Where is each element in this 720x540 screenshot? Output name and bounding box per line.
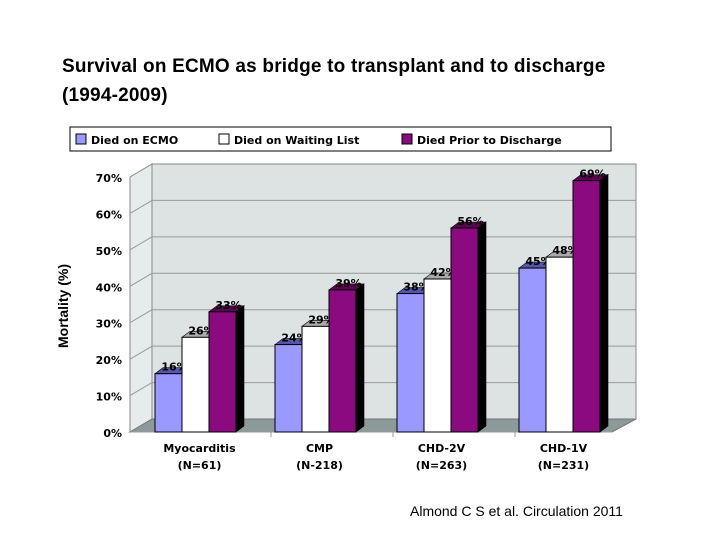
bar (301, 325, 330, 433)
bar (328, 289, 357, 433)
bar (518, 267, 547, 433)
bar-side (235, 305, 245, 433)
data-label: 39% (335, 277, 361, 290)
bar-side (355, 283, 365, 433)
bar-side (477, 221, 487, 433)
data-label: 42% (430, 266, 456, 279)
legend-label: Died on ECMO (91, 134, 178, 147)
x-category-label: CMP (306, 442, 333, 455)
y-tick-label: 10% (96, 391, 122, 404)
side-wall (129, 163, 153, 433)
bar (208, 311, 237, 433)
y-tick-label: 70% (96, 172, 122, 185)
legend-swatch (401, 133, 413, 145)
data-label: 45% (525, 255, 551, 268)
bar (274, 344, 303, 433)
data-label: 48% (552, 244, 578, 257)
bar (545, 256, 574, 433)
gridline (129, 236, 153, 251)
bar-side (599, 174, 609, 433)
y-tick-label: 50% (96, 245, 122, 258)
bar (396, 293, 425, 433)
y-tick-label: 40% (96, 281, 122, 294)
gridline (129, 382, 153, 397)
y-tick-label: 20% (96, 354, 122, 367)
data-label: 26% (188, 324, 214, 337)
citation: Almond C S et al. Circulation 2011 (410, 503, 623, 519)
gridline (129, 345, 153, 360)
bar (154, 373, 183, 433)
x-category-n: (N=263) (416, 459, 467, 472)
data-label: 69% (579, 168, 605, 181)
legend-label: Died Prior to Discharge (417, 134, 562, 147)
legend-swatch (75, 133, 87, 145)
data-label: 24% (281, 332, 307, 345)
data-label: 38% (403, 281, 429, 294)
gridline (129, 272, 153, 287)
slide-title: Survival on ECMO as bridge to transplant… (62, 56, 606, 106)
data-label: 56% (457, 215, 483, 228)
x-category-n: (N-218) (296, 459, 343, 472)
gridline (129, 199, 153, 214)
x-category-label: CHD-1V (540, 442, 588, 455)
x-category-n: (N=61) (178, 459, 222, 472)
data-label: 33% (215, 299, 241, 312)
y-axis-label: Mortality (%) (55, 264, 71, 348)
bar (423, 278, 452, 433)
bar (181, 336, 210, 433)
data-label: 29% (308, 313, 334, 326)
bar (450, 227, 479, 433)
y-tick-label: 30% (96, 318, 122, 331)
legend-label: Died on Waiting List (234, 134, 359, 147)
y-tick-label: 0% (103, 427, 122, 440)
gridline (129, 309, 153, 324)
x-category-label: Myocarditis (163, 442, 236, 455)
y-tick-label: 60% (96, 208, 122, 221)
x-category-n: (N=231) (538, 459, 589, 472)
bar (572, 180, 601, 433)
legend-swatch (218, 133, 230, 145)
legend-box (69, 126, 612, 152)
data-label: 16% (161, 361, 187, 374)
x-category-label: CHD-2V (418, 442, 466, 455)
